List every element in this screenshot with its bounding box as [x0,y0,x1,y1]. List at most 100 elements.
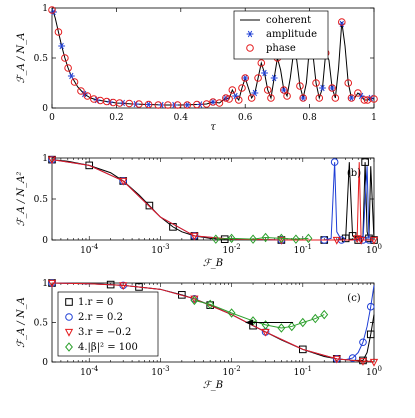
y-tick-label: 0 [42,358,48,368]
data-point [144,100,153,109]
data-point [247,94,256,102]
data-point [119,282,128,291]
legend-swatch [246,44,254,52]
data-point [154,101,163,109]
data-point [232,92,239,100]
data-point [222,94,230,102]
y-tick-label: 0 [42,104,48,114]
data-point [348,94,355,102]
data-point [225,95,233,103]
data-point [296,82,304,90]
data-point [320,309,329,320]
data-point [227,233,236,244]
series-line-1 [51,159,374,241]
legend-entry: 2.r = 0.2 [78,312,123,323]
data-point [261,320,270,330]
data-point [183,101,191,109]
x-tick-label: 10-4 [80,365,99,378]
data-point [277,323,286,333]
series-line-2 [51,282,375,363]
x-tick-label: 10-3 [151,365,169,378]
data-point [47,279,57,288]
data-point [366,330,375,339]
data-point [287,321,296,332]
x-tick-label: 0.6 [238,113,253,123]
x-tick-label: 10-1 [294,365,312,378]
data-point [270,74,278,82]
data-point [257,59,266,67]
y-axis-label: ℱ_A / N_A [16,297,27,348]
panel-label: (c) [347,293,361,304]
data-point [369,358,379,367]
x-tick-label: 0.8 [302,113,317,123]
data-point [234,96,243,104]
y-tick-label: 0 [42,236,48,246]
data-point [280,86,288,94]
data-point [115,99,124,107]
data-point [358,358,368,366]
data-point [48,6,56,14]
series-line-2 [51,159,374,241]
series-line-0 [51,159,375,241]
data-point [261,232,270,243]
data-point [77,87,85,95]
data-point [319,84,326,92]
legend-swatch [65,313,73,321]
x-tick-label: 10-4 [80,243,99,256]
series-line-3 [194,299,325,329]
legend-swatch [246,30,254,38]
data-point [311,313,320,324]
data-point [312,79,320,87]
data-point [359,356,367,365]
legend-swatch [65,342,73,352]
x-tick-label: 100 [366,365,382,378]
data-point [263,86,272,94]
x-tick-label: 1 [371,113,377,123]
y-tick-label: 1 [42,154,48,164]
data-point [267,94,275,102]
data-point [283,92,291,100]
data-point [357,236,366,245]
data-point [145,101,152,108]
data-point [228,86,237,94]
data-point [145,201,154,210]
legend-entry: coherent [266,15,311,26]
legend-entry: 1.r = 0 [78,297,113,308]
x-tick-label: 10-2 [222,365,240,378]
x-tick-label: 10-1 [294,243,312,256]
data-point [348,354,357,362]
data-point [193,100,201,109]
data-point [370,95,378,103]
data-point [209,98,217,106]
x-tick-label: 0.4 [174,113,189,123]
data-point [190,232,199,241]
data-point [332,236,341,245]
legend-entry: 3.r = −0.2 [78,327,131,338]
data-point [183,101,192,109]
data-point [238,84,246,92]
data-point [54,28,63,36]
data-point [360,96,369,104]
data-point [173,101,182,109]
data-point [83,92,92,100]
data-point [299,94,307,102]
data-point [241,74,249,82]
legend-swatch [64,328,74,337]
x-tick-label: 10-3 [151,243,169,256]
arrow-head [245,319,254,326]
data-point [304,233,313,244]
legend-box [57,291,159,357]
x-tick-label: 0.2 [109,113,123,123]
data-point [369,236,379,245]
y-tick-label: 1 [42,4,48,14]
data-point [47,156,57,165]
data-point [58,42,66,50]
data-point [291,234,300,244]
panel-c: 0 0.5 1 10-4 10-3 10-2 10-1 100 ℱ_B ℱ_A / N_A (c) 1… [16,279,382,391]
data-point [315,94,324,102]
data-point [70,78,79,86]
data-point [332,355,341,364]
y-tick-label: 0.5 [34,54,49,64]
data-point [359,338,367,347]
